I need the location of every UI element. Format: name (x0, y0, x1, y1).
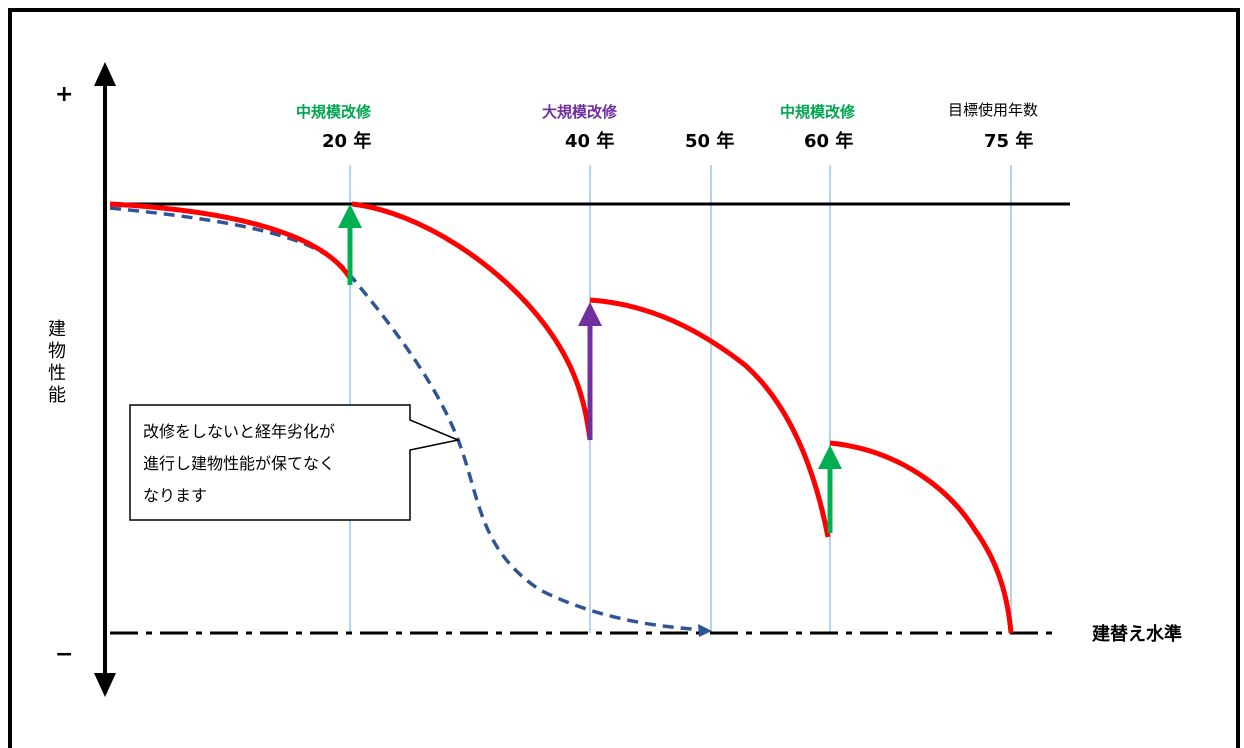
renovation-arrow-40-head (578, 302, 602, 326)
callout-box (129, 404, 461, 521)
milestone-60-type: 中規模改修 (780, 103, 856, 121)
plus-sign: + (55, 82, 73, 107)
minus-sign: − (55, 642, 73, 667)
maintained-curve-40-60 (589, 297, 831, 538)
callout-text: 改修をしないと経年劣化が 進行し建物性能が保てなく なります (143, 422, 336, 505)
unmaintained-arrowhead (698, 624, 712, 637)
y-axis-up-arrow (94, 62, 116, 86)
milestone-40-year: 40 年 (565, 130, 614, 152)
milestone-75-year: 75 年 (984, 130, 1033, 152)
diagram-frame (8, 8, 1240, 748)
renovation-arrow-60-head (818, 445, 842, 469)
milestone-60-year: 60 年 (804, 130, 853, 152)
y-axis-label: 建物性能 (48, 319, 66, 406)
unmaintained-curve (109, 206, 706, 632)
renovation-arrow-20-head (338, 204, 362, 228)
maintained-curve-20-40 (351, 201, 593, 441)
milestone-20-type: 中規模改修 (296, 103, 372, 121)
milestone-40-type: 大規模改修 (542, 103, 618, 121)
milestone-75-type: 目標使用年数 (948, 101, 1038, 119)
maintained-curve-0-20 (109, 201, 353, 280)
milestone-50-year: 50 年 (685, 130, 734, 152)
replacement-level-label: 建替え水準 (1092, 623, 1182, 645)
milestone-20-year: 20 年 (322, 130, 371, 152)
maintained-curve-60-75 (829, 440, 1014, 634)
y-axis-down-arrow (94, 673, 116, 697)
